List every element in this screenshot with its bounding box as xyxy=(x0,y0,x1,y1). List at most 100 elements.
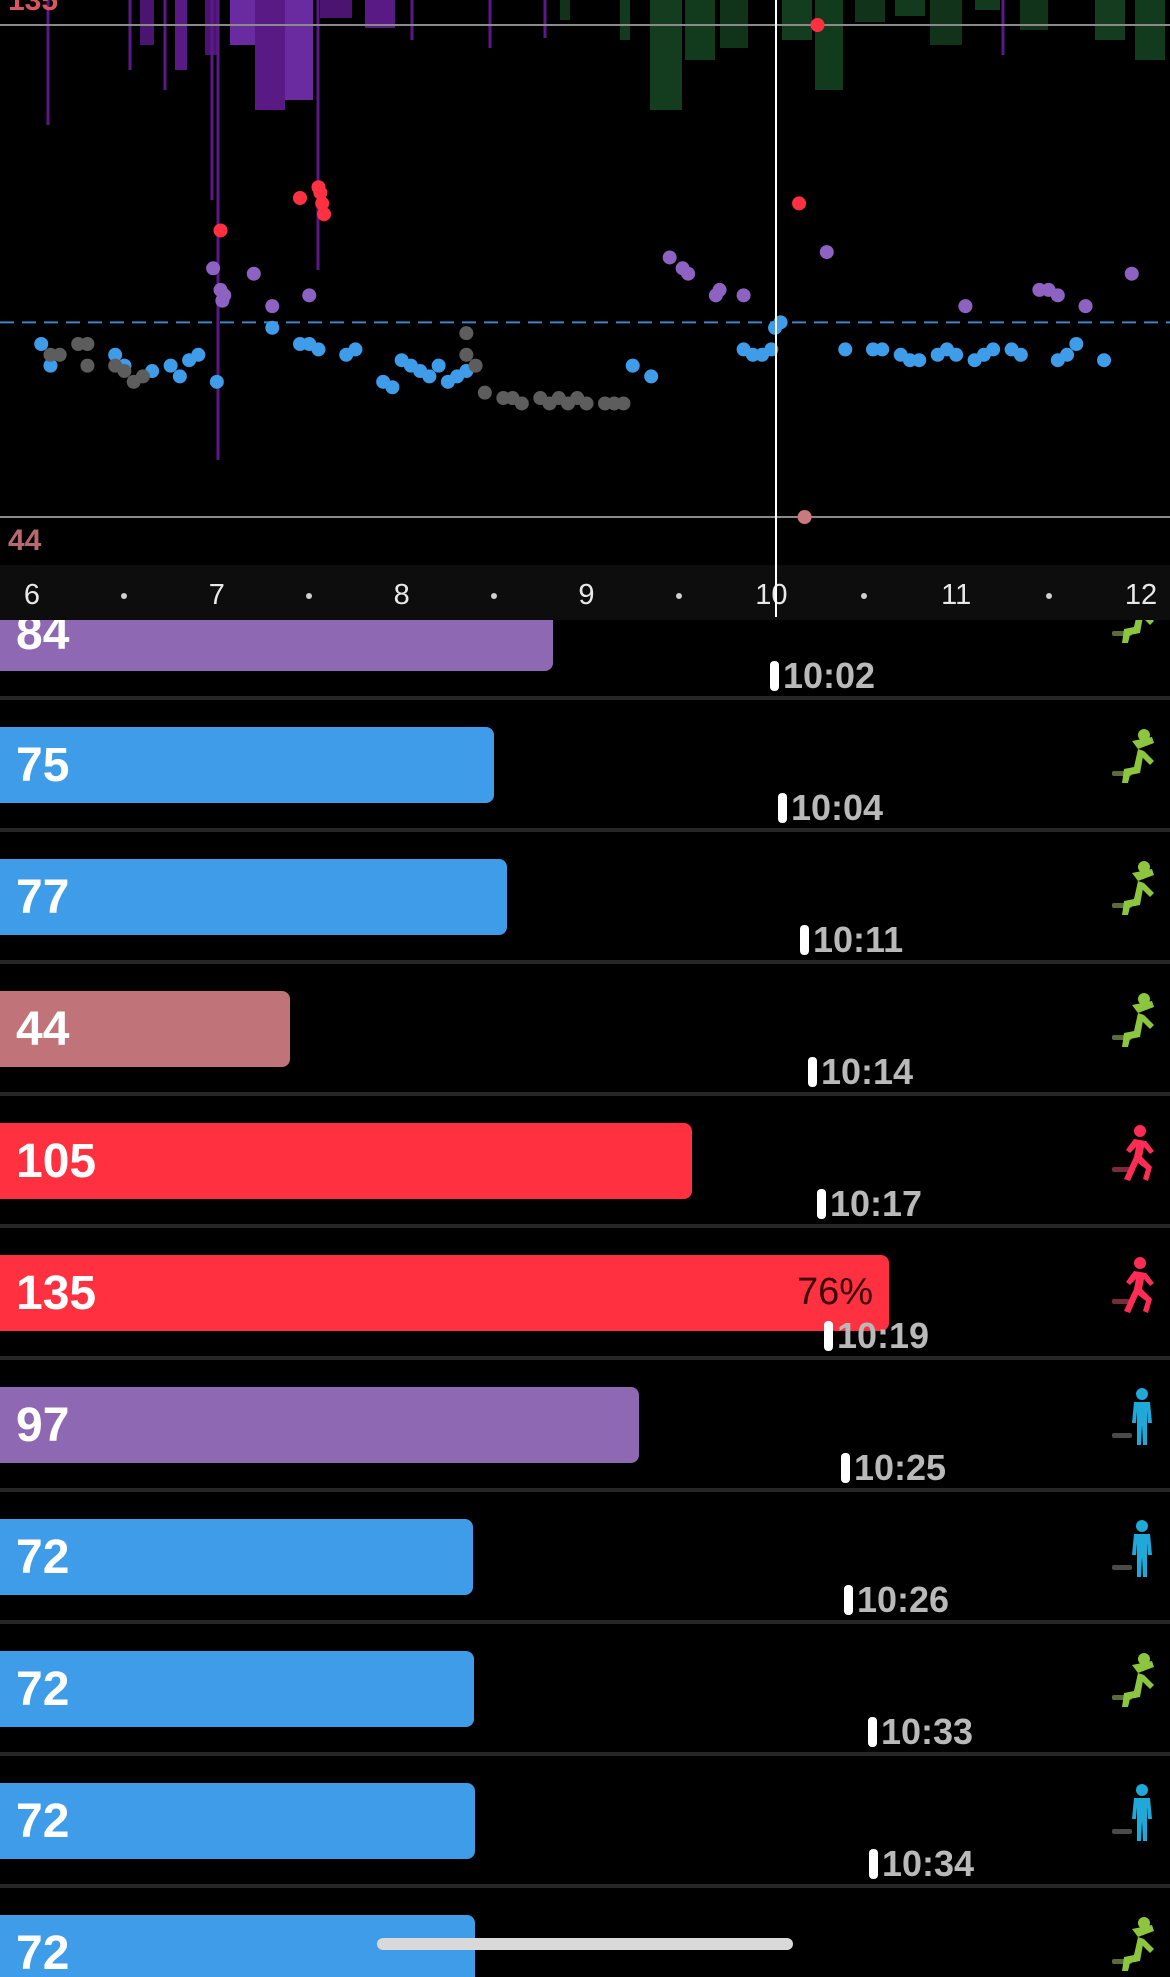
reading-time: 10:17 xyxy=(817,1183,922,1225)
data-point-inactive xyxy=(80,358,95,373)
activity-band xyxy=(815,0,843,90)
time-axis: 6 7 8 9 10 11 12 xyxy=(0,565,1170,620)
reading-row[interactable]: 97 10:25 xyxy=(0,1387,1170,1519)
reading-row[interactable]: 72 10:33 xyxy=(0,1651,1170,1783)
reading-value: 105 xyxy=(16,1135,97,1188)
readings-list[interactable]: 84 10:02 75 10:04 77 10:11 44 10:14 105 10:17 135 7… xyxy=(0,620,1170,1977)
reading-bar[interactable]: 75 xyxy=(0,727,494,803)
seated-icon xyxy=(1108,991,1164,1051)
walking-icon xyxy=(1108,1255,1164,1315)
activity-band xyxy=(895,0,925,16)
reading-row[interactable]: 75 10:04 xyxy=(0,727,1170,859)
reading-row[interactable]: 135 76% 10:19 xyxy=(0,1255,1170,1387)
data-point-low xyxy=(191,347,206,362)
reading-bar[interactable]: 72 xyxy=(0,1519,473,1595)
reading-time: 10:19 xyxy=(824,1315,929,1357)
reading-bar[interactable]: 105 xyxy=(0,1123,692,1199)
reading-bar[interactable]: 97 xyxy=(0,1387,639,1463)
reading-time: 10:25 xyxy=(841,1447,946,1489)
seated-icon xyxy=(1108,620,1164,647)
y-max-label: 135 xyxy=(8,0,58,17)
activity-band xyxy=(140,0,154,45)
reading-bar[interactable]: 135 76% xyxy=(0,1255,889,1331)
reading-bar[interactable]: 77 xyxy=(0,859,507,935)
data-point-normal_high xyxy=(206,261,221,276)
seated-icon xyxy=(1108,1651,1164,1711)
reading-bar[interactable]: 44 xyxy=(0,991,290,1067)
reading-value: 72 xyxy=(16,1927,70,1977)
standing-icon xyxy=(1108,1519,1164,1579)
row-divider xyxy=(0,1620,1170,1624)
reading-row[interactable]: 44 10:14 xyxy=(0,991,1170,1123)
data-point-low xyxy=(644,369,659,384)
reading-row[interactable]: 84 10:02 xyxy=(0,620,1170,727)
row-divider xyxy=(0,696,1170,700)
data-point-low xyxy=(949,347,964,362)
row-divider xyxy=(0,1488,1170,1492)
activity-band xyxy=(620,0,630,40)
reading-bar[interactable]: 72 xyxy=(0,1651,474,1727)
data-point-high xyxy=(313,185,328,200)
reading-bar[interactable]: 84 xyxy=(0,620,553,671)
data-point-low xyxy=(1060,347,1075,362)
reading-value: 44 xyxy=(16,1003,70,1056)
reading-value: 97 xyxy=(16,1399,70,1452)
data-point-inactive xyxy=(117,364,132,379)
activity-band xyxy=(1135,0,1165,60)
data-point-inactive xyxy=(459,326,474,341)
heart-rate-chart[interactable]: 135 44 xyxy=(0,0,1170,560)
data-point-low xyxy=(875,342,890,357)
data-point-normal_high xyxy=(736,288,751,303)
x-tick-label: 6 xyxy=(23,579,41,611)
data-point-normal_high xyxy=(958,299,973,314)
reading-value: 72 xyxy=(16,1663,70,1716)
y-min-label: 44 xyxy=(8,524,42,557)
data-point-low xyxy=(209,374,224,389)
x-tick-dot xyxy=(675,593,682,599)
x-tick-dot xyxy=(491,593,498,599)
row-divider xyxy=(0,1356,1170,1360)
data-point-normal_high xyxy=(1050,288,1065,303)
reading-row[interactable]: 77 10:11 xyxy=(0,859,1170,991)
reading-time: 10:33 xyxy=(868,1711,973,1753)
data-point-inactive xyxy=(459,347,474,362)
data-point-low xyxy=(773,315,788,330)
activity-band xyxy=(650,0,682,110)
x-tick-dot xyxy=(860,593,867,599)
activity-band xyxy=(365,0,395,28)
row-divider xyxy=(0,828,1170,832)
data-point-inactive xyxy=(514,396,529,411)
home-indicator[interactable] xyxy=(377,1938,793,1950)
reading-row[interactable]: 72 10:26 xyxy=(0,1519,1170,1651)
x-tick-label: 9 xyxy=(578,579,595,611)
data-point-normal_high xyxy=(265,299,280,314)
reading-time: 10:14 xyxy=(808,1051,913,1093)
x-tick-label: 10 xyxy=(755,579,788,611)
reading-row[interactable]: 72 10:34 xyxy=(0,1783,1170,1915)
data-point-normal_high xyxy=(662,250,677,265)
x-tick-dot xyxy=(1045,593,1052,599)
data-point-normal_high xyxy=(217,288,232,303)
data-point-inactive xyxy=(52,347,67,362)
data-point-min xyxy=(797,510,812,524)
data-point-normal_high xyxy=(1124,266,1139,281)
reading-value: 77 xyxy=(16,871,70,924)
timeline-cursor[interactable] xyxy=(775,0,778,617)
activity-band xyxy=(685,0,715,60)
standing-icon xyxy=(1108,1387,1164,1447)
x-tick-dot xyxy=(306,593,313,599)
activity-band xyxy=(782,0,812,40)
reading-row[interactable]: 105 10:17 xyxy=(0,1123,1170,1255)
row-divider xyxy=(0,1092,1170,1096)
data-point-low xyxy=(1097,353,1112,368)
data-point-low xyxy=(838,342,853,357)
walking-icon xyxy=(1108,1123,1164,1183)
data-point-low xyxy=(43,358,58,373)
reading-bar[interactable]: 72 xyxy=(0,1783,475,1859)
data-point-inactive xyxy=(579,396,594,411)
data-point-low xyxy=(385,380,400,395)
data-point-low xyxy=(1013,347,1028,362)
data-point-inactive xyxy=(477,385,492,400)
x-tick-label: 11 xyxy=(941,579,972,611)
activity-band xyxy=(855,0,885,22)
